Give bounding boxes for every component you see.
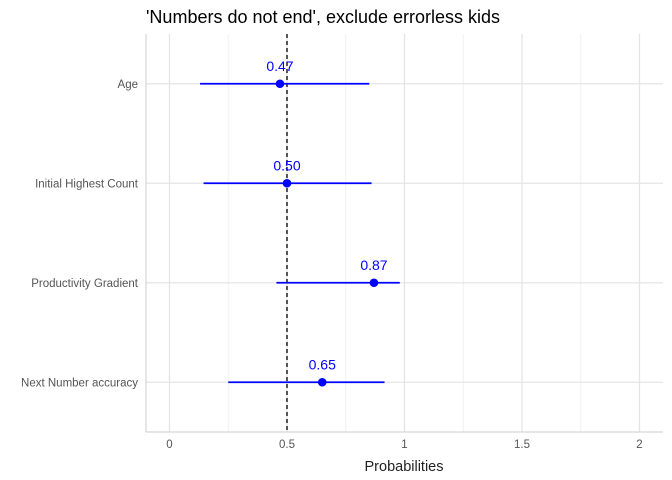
x-tick-label: 0 [166, 439, 172, 451]
data-label: 0.65 [309, 356, 336, 372]
data-label: 0.47 [266, 58, 293, 74]
x-tick-label: 0.5 [279, 439, 295, 451]
estimate-point [369, 278, 379, 288]
estimate-point [317, 377, 327, 387]
x-tick-label: 1.5 [514, 439, 530, 451]
chart-title: 'Numbers do not end', exclude errorless … [146, 7, 500, 27]
x-axis-title: Probabilities [365, 459, 444, 475]
data-label: 0.50 [273, 157, 300, 173]
grid [146, 34, 663, 432]
estimate-point [282, 178, 292, 188]
marks: 0.47 0.50 0.87 0.65 [200, 58, 400, 387]
axes: 0 0.5 1 1.5 2 Age Initial Highest Count Product… [21, 34, 663, 451]
x-tick-label: 2 [636, 439, 642, 451]
y-tick-label: Productivity Gradient [31, 278, 139, 290]
x-tick-label: 1 [401, 439, 407, 451]
y-tick-label: Next Number accuracy [21, 377, 138, 389]
data-label: 0.87 [360, 257, 387, 273]
estimate-point [275, 79, 285, 89]
y-tick-label: Initial Highest Count [35, 178, 139, 190]
y-tick-label: Age [118, 79, 138, 91]
